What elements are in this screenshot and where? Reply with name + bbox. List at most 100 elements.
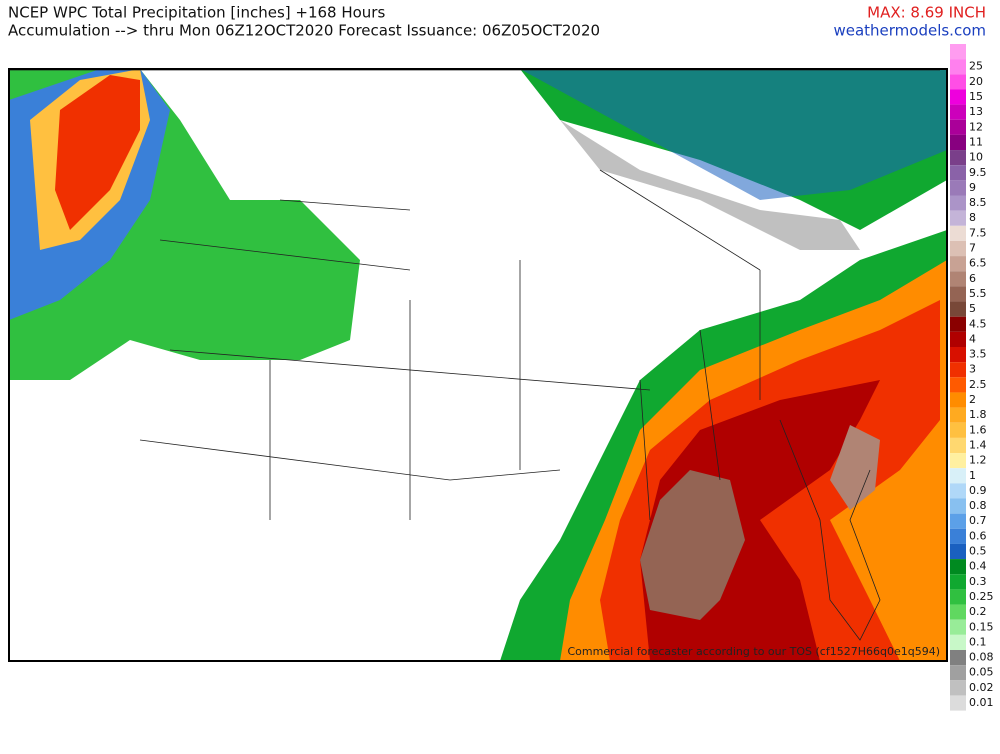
legend-label: 1 — [969, 469, 976, 482]
legend-label: 20 — [969, 75, 983, 88]
legend-swatch — [950, 513, 966, 529]
legend-swatch — [950, 331, 966, 347]
legend-swatch — [950, 468, 966, 484]
legend-label: 0.1 — [969, 635, 987, 648]
legend-label: 3 — [969, 363, 976, 376]
legend-swatch — [950, 574, 966, 590]
legend-swatch — [950, 256, 966, 272]
legend-label: 7 — [969, 242, 976, 255]
legend-label: 1.8 — [969, 408, 987, 421]
legend-label: 0.05 — [969, 666, 994, 679]
precip-carolina-core — [830, 425, 880, 510]
legend-label: 8.5 — [969, 196, 987, 209]
legend-swatch — [950, 665, 966, 681]
legend-swatch — [950, 119, 966, 135]
precip-gray — [560, 120, 860, 250]
legend-swatch — [950, 589, 966, 605]
coastline — [779, 419, 881, 641]
map-frame — [8, 68, 948, 662]
legend-label: 0.8 — [969, 499, 987, 512]
legend-swatch — [950, 316, 966, 332]
legend-label: 13 — [969, 105, 983, 118]
legend-label: 10 — [969, 151, 983, 164]
legend-swatch — [950, 89, 966, 105]
title: NCEP WPC Total Precipitation [inches] +1… — [8, 4, 385, 22]
legend-label: 25 — [969, 60, 983, 73]
legend-swatch — [950, 422, 966, 438]
legend-swatch — [950, 407, 966, 423]
legend-swatch — [950, 150, 966, 166]
legend-swatch — [950, 301, 966, 317]
legend-swatch — [950, 225, 966, 241]
legend-label: 5.5 — [969, 287, 987, 300]
legend-label: 6 — [969, 272, 976, 285]
legend-label: 0.01 — [969, 696, 994, 709]
subtitle: Accumulation --> thru Mon 06Z12OCT2020 F… — [8, 22, 600, 40]
legend-label: 4 — [969, 332, 976, 345]
legend-swatch — [950, 134, 966, 151]
legend-label: 5 — [969, 302, 976, 315]
legend-label: 9.5 — [969, 166, 987, 179]
legend-swatch — [950, 498, 966, 514]
legend-label: 9 — [969, 181, 976, 194]
legend-swatch — [950, 619, 966, 635]
legend-label: 0.3 — [969, 575, 987, 588]
max-value: MAX: 8.69 INCH — [867, 4, 986, 22]
site: weathermodels.com — [833, 22, 986, 40]
legend-label: 0.15 — [969, 620, 994, 633]
precip-core — [640, 470, 745, 620]
legend-label: 1.4 — [969, 438, 987, 451]
legend-swatch — [950, 483, 966, 499]
legend-label: 2 — [969, 393, 976, 406]
color-legend: 252015131211109.598.587.576.565.554.543.… — [950, 44, 994, 711]
legend-swatch — [950, 271, 966, 287]
legend-swatch — [950, 74, 966, 90]
legend-swatch — [950, 59, 966, 75]
legend-label: 8 — [969, 211, 976, 224]
legend-label: 0.9 — [969, 484, 987, 497]
legend-swatch — [950, 543, 966, 560]
legend-swatch — [950, 44, 966, 60]
legend-swatch — [950, 559, 966, 575]
precip-north-blue — [520, 69, 947, 200]
legend-swatch — [950, 392, 966, 408]
legend-swatch — [950, 650, 966, 666]
legend-swatch — [950, 180, 966, 196]
legend-swatch — [950, 528, 966, 544]
legend-label: 0.6 — [969, 529, 987, 542]
legend-label: 2.5 — [969, 378, 987, 391]
legend-swatch — [950, 453, 966, 469]
legend-swatch — [950, 286, 966, 302]
legend-swatch — [950, 104, 966, 120]
legend-label: 12 — [969, 120, 983, 133]
precip-pacific-red — [55, 75, 140, 230]
legend-swatch — [950, 240, 966, 257]
legend-swatch — [950, 680, 966, 696]
watermark: Commercial forecaster according to our T… — [567, 645, 940, 658]
legend-label: 3.5 — [969, 348, 987, 361]
legend-label: 0.7 — [969, 514, 987, 527]
legend-swatch — [950, 347, 966, 363]
legend-swatch — [950, 165, 966, 181]
legend-label: 1.2 — [969, 454, 987, 467]
legend-label: 15 — [969, 90, 983, 103]
legend-swatch — [950, 362, 966, 378]
legend-label: 0.08 — [969, 651, 994, 664]
legend-label: 11 — [969, 135, 983, 148]
legend-label: 0.02 — [969, 681, 994, 694]
legend-label: 6.5 — [969, 257, 987, 270]
map: Commercial forecaster according to our T… — [8, 68, 948, 662]
legend-swatch — [950, 377, 966, 393]
legend-label: 7.5 — [969, 226, 987, 239]
legend-swatch — [950, 195, 966, 211]
legend-swatch — [950, 604, 966, 620]
legend-swatch — [950, 210, 966, 226]
legend-label: 0.4 — [969, 560, 987, 573]
legend-swatch — [950, 695, 966, 711]
legend-swatch — [950, 634, 966, 650]
legend-label: 1.6 — [969, 423, 987, 436]
legend-label: 0.25 — [969, 590, 994, 603]
legend-label: 0.5 — [969, 545, 987, 558]
legend-label: 4.5 — [969, 317, 987, 330]
